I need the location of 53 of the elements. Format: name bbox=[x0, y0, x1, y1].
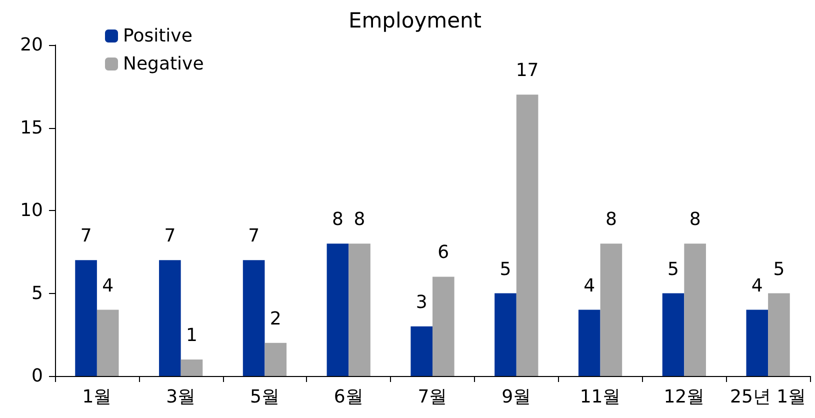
bar bbox=[662, 293, 684, 376]
data-label: 3 bbox=[416, 292, 428, 313]
x-tick-label: 12월 bbox=[664, 386, 705, 408]
data-label: 17 bbox=[516, 60, 539, 82]
bar bbox=[326, 244, 349, 376]
data-label: 5 bbox=[668, 258, 679, 280]
x-tick-label: 9월 bbox=[502, 386, 532, 408]
data-label: 2 bbox=[270, 308, 282, 330]
x-tick-label: 7월 bbox=[418, 386, 448, 408]
bar bbox=[432, 276, 454, 376]
x-tick-label: 11월 bbox=[580, 386, 621, 408]
x-tick-label: 1월 bbox=[82, 386, 112, 408]
y-tick-label: 20 bbox=[20, 34, 43, 56]
y-tick-label: 5 bbox=[32, 282, 43, 304]
data-label: 7 bbox=[164, 226, 176, 247]
x-tick-label: 5월 bbox=[250, 386, 280, 408]
data-label: 6 bbox=[438, 242, 450, 264]
data-label: 5 bbox=[500, 258, 512, 280]
bar bbox=[516, 94, 538, 376]
bar bbox=[494, 293, 516, 376]
y-tick-label: 0 bbox=[32, 366, 43, 386]
data-label: 7 bbox=[248, 226, 260, 247]
data-label: 1 bbox=[186, 324, 198, 346]
data-label: 7 bbox=[80, 226, 92, 247]
bar bbox=[410, 326, 432, 376]
y-tick-label: 10 bbox=[20, 200, 43, 221]
bar bbox=[75, 260, 97, 376]
bar bbox=[600, 244, 622, 376]
bar bbox=[578, 310, 600, 376]
chart-title: Employment bbox=[348, 8, 482, 32]
x-tick-label: 25년 1월 bbox=[730, 386, 806, 408]
y-tick-label: 15 bbox=[20, 117, 43, 138]
data-label: 8 bbox=[689, 209, 701, 230]
bar bbox=[242, 260, 265, 376]
data-label: 4 bbox=[102, 275, 114, 296]
bar bbox=[180, 359, 203, 376]
bar bbox=[684, 244, 706, 376]
data-label: 8 bbox=[605, 209, 617, 230]
bar bbox=[746, 310, 768, 376]
x-tick-label: 6월 bbox=[334, 386, 364, 408]
data-label: 8 bbox=[332, 209, 344, 230]
x-tick-label: 3월 bbox=[166, 386, 196, 408]
bar bbox=[159, 260, 181, 376]
data-label: 5 bbox=[773, 258, 785, 280]
bar bbox=[348, 244, 370, 376]
data-label: 4 bbox=[584, 275, 596, 296]
bar bbox=[264, 342, 287, 376]
legend-label: Negative bbox=[123, 54, 204, 74]
legend-label: Positive bbox=[123, 26, 192, 46]
bar bbox=[96, 310, 119, 376]
data-label: 8 bbox=[354, 209, 366, 230]
data-label: 4 bbox=[751, 275, 763, 296]
bar bbox=[768, 293, 790, 376]
